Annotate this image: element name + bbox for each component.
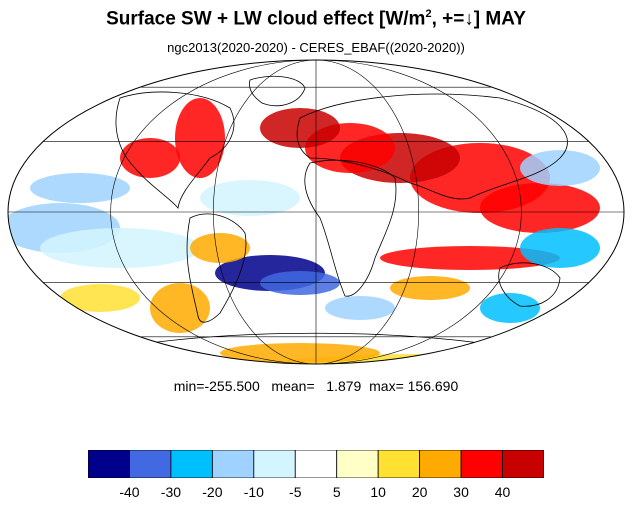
field-region [480, 183, 600, 233]
continent-outlines [115, 75, 568, 344]
colorbar-tick-label: -40 [119, 484, 140, 500]
plot-title: Surface SW + LW cloud effect [W/m2, +=↓]… [106, 8, 526, 30]
field-region [325, 296, 395, 320]
stats-line: min=-255.500 mean= 1.879 max= 156.690 [0, 378, 632, 394]
colorbar-swatch [211, 450, 255, 478]
field-region [40, 228, 200, 268]
colorbar-tick-label: -5 [289, 484, 302, 500]
field-region [260, 108, 340, 148]
coast-greenland [249, 75, 306, 107]
colorbar-swatch [502, 450, 544, 478]
colorbar-swatch [336, 450, 379, 478]
field-region [60, 284, 140, 312]
colorbar-tick-label: -10 [243, 484, 264, 500]
longitude-line [110, 60, 522, 364]
field-region [175, 98, 225, 178]
coast-africa [304, 159, 397, 297]
colorbar-swatch [460, 450, 503, 478]
field-region [260, 271, 340, 295]
colorbar-swatch [377, 450, 421, 478]
colorbar-tick-label: 30 [453, 484, 469, 500]
coast-eurasia [296, 93, 568, 200]
stat-min: -255.500 [204, 378, 260, 394]
coast-north-america [115, 91, 235, 209]
coast-south-america [186, 213, 247, 323]
colorbar-tick-label: 40 [494, 484, 511, 500]
field-region [520, 150, 600, 186]
map-border [7, 59, 625, 365]
colorbar-swatch [253, 450, 296, 478]
cloud-effect-field [8, 98, 600, 364]
field-region [190, 233, 250, 263]
longitude-line [213, 60, 419, 364]
field-region [200, 180, 300, 216]
colorbar-swatch [419, 450, 462, 478]
colorbar-tick-label: -30 [160, 484, 182, 500]
field-region [520, 228, 600, 268]
colorbar-tick-label: 5 [332, 484, 341, 500]
colorbar-tick-label: 20 [411, 484, 428, 500]
colorbar-swatch [170, 450, 213, 478]
difference-map [7, 59, 625, 365]
field-region [150, 283, 210, 333]
colorbar-swatch [294, 450, 338, 478]
stat-min-label: min= [173, 378, 205, 394]
field-region [380, 246, 560, 270]
field-region [120, 138, 180, 178]
coast-australia [498, 262, 561, 307]
colorbar-swatch [88, 450, 130, 478]
field-region [30, 173, 130, 203]
colorbar [88, 450, 544, 478]
stat-max: 156.690 [407, 378, 459, 394]
colorbar-swatch [129, 450, 172, 478]
colorbar-tick-label: -20 [202, 484, 223, 500]
field-region [480, 293, 540, 323]
colorbar-tick-label: 10 [370, 484, 386, 500]
stat-max-label: max= [369, 378, 404, 394]
coast-antarctica [149, 332, 481, 344]
plot-subtitle: ngc2013(2020-2020) - CERES_EBAF((2020-20… [167, 40, 465, 55]
field-region [390, 276, 470, 300]
stat-mean-label: mean= [271, 378, 315, 394]
stat-mean: 1.879 [326, 378, 362, 394]
